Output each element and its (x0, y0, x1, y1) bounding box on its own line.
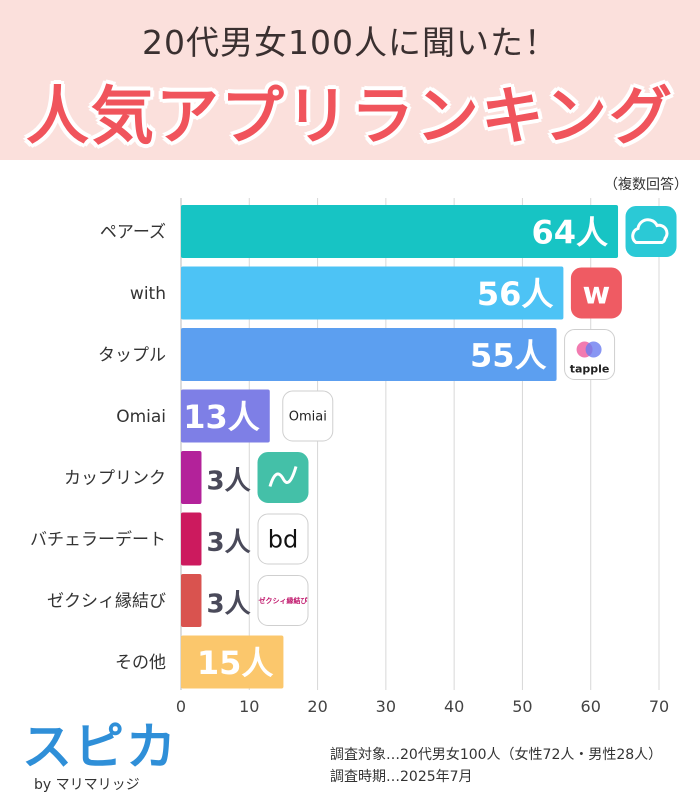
icon-text: Omiai (289, 410, 327, 425)
category-label: Omiai (116, 407, 166, 427)
x-tick-label: 10 (239, 697, 259, 716)
data-label: 3人 (206, 590, 250, 620)
x-tick-label: 70 (649, 697, 669, 716)
category-label: バチェラーデート (30, 529, 166, 550)
icon-text: ゼクシィ縁結び (259, 596, 309, 605)
couplink-icon (257, 452, 309, 503)
icon-text: tapple (570, 363, 610, 376)
data-label: 15人 (197, 644, 274, 682)
with-icon: w (570, 267, 622, 319)
bar (181, 205, 619, 258)
bar (181, 451, 202, 504)
category-label: その他 (115, 653, 166, 673)
brand-logo: スピカ by マリマリッジ (22, 722, 178, 794)
survey-target: 調査対象…20代男女100人（女性72人・男性28人） (330, 747, 663, 763)
x-tick-label: 20 (307, 697, 327, 716)
category-label: ゼクシィ縁結び (47, 592, 166, 612)
logo-byline: by マリマリッジ (34, 777, 140, 793)
tapple-icon: tapple (564, 329, 616, 380)
bachelor-date-icon: bd (257, 513, 309, 565)
omiai-icon: Omiai (282, 390, 334, 442)
chain-shape (268, 466, 298, 487)
x-tick-label: 40 (444, 697, 464, 716)
data-label: 64人 (531, 214, 608, 252)
x-tick-label: 30 (376, 697, 396, 716)
header-banner: 20代男女100人に聞いた！ 人気アプリランキング (0, 0, 700, 160)
icon-text: w (583, 277, 611, 312)
tapple-dot (585, 341, 602, 358)
ranking-bar-chart: 0 10 20 30 40 50 60 70 ペアーズ 64人 with 56人 w タップル 55人 tap… (30, 198, 677, 716)
x-tick-label: 0 (176, 697, 186, 716)
category-label: タップル (98, 346, 166, 366)
category-label: ペアーズ (100, 223, 166, 243)
category-label: with (130, 284, 166, 304)
subtitle: 20代男女100人に聞いた！ (142, 23, 558, 62)
data-label: 3人 (206, 528, 250, 558)
icon-background (257, 513, 309, 565)
icon-background (282, 390, 334, 442)
x-tick-label: 60 (581, 697, 601, 716)
category-label: カップリンク (64, 469, 166, 489)
bar (181, 574, 202, 627)
x-tick-label: 50 (512, 697, 532, 716)
data-label: 55人 (470, 337, 547, 375)
data-label: 13人 (183, 398, 260, 436)
data-label: 3人 (206, 467, 250, 497)
multiple-answer-note: （複数回答） (604, 177, 688, 193)
bar (181, 512, 202, 566)
zexy-enmusubi-icon: ゼクシィ縁結び (257, 575, 309, 626)
icon-background (257, 575, 309, 626)
bar (181, 635, 284, 689)
data-label: 56人 (477, 275, 554, 313)
survey-info: 調査対象…20代男女100人（女性72人・男性28人） 調査時期…2025年7月 (330, 744, 662, 788)
icon-text: bd (268, 525, 298, 553)
pairs-icon (625, 206, 677, 257)
logo-text: スピカ (22, 718, 178, 776)
bar (181, 266, 564, 320)
page-title: 人気アプリランキング (25, 80, 675, 153)
icon-background (570, 267, 622, 319)
cloud-shape (631, 218, 669, 244)
bar (181, 328, 557, 381)
survey-period: 調査時期…2025年7月 (330, 769, 473, 785)
bar (181, 389, 270, 443)
